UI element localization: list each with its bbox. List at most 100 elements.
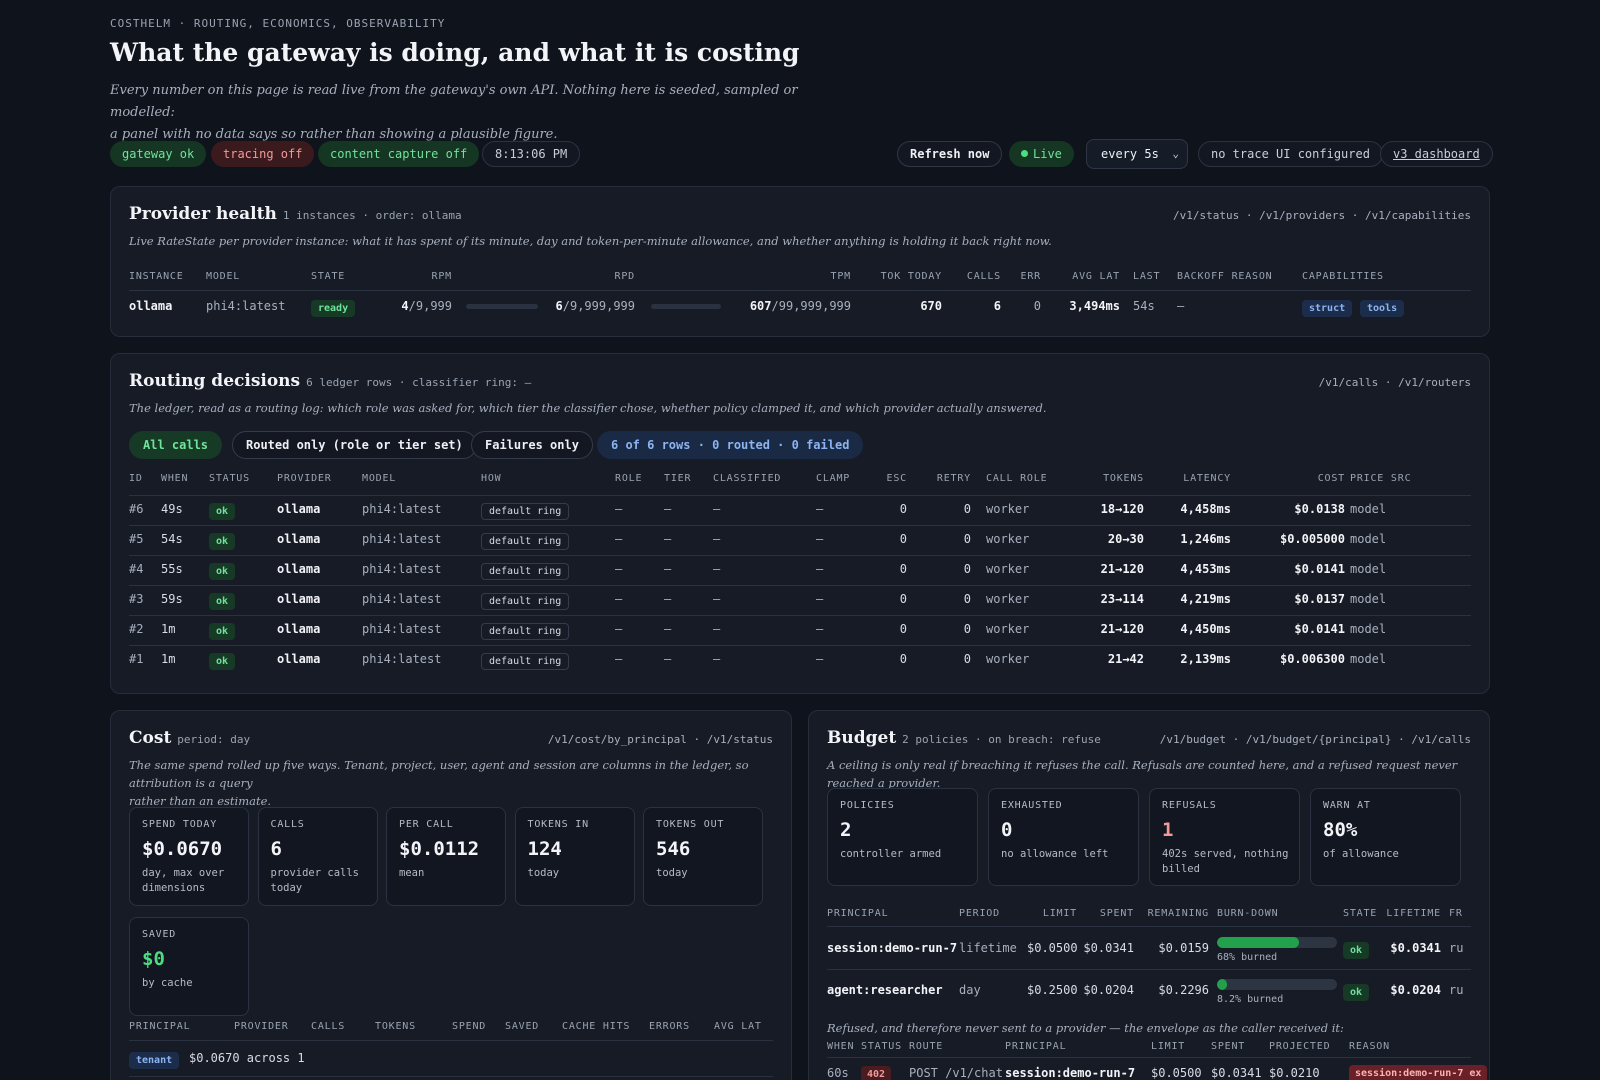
price-src-cell: model (1350, 562, 1387, 576)
clamp-cell: — (816, 592, 824, 606)
column-header: LAST (1133, 271, 1161, 282)
latency-cell: 2,139ms (1180, 652, 1231, 666)
provider-cell: ollama (277, 562, 321, 576)
rpm-limit: /9,999 (408, 299, 452, 313)
column-header: CLASSIFIED (713, 473, 782, 484)
stat-card: EXHAUSTED 0 no allowance left (988, 788, 1139, 886)
provider-cell: ollama (277, 592, 321, 606)
routing-title: Routing decisions (129, 371, 301, 391)
interval-value: every 5s (1101, 147, 1159, 161)
description-line: The same spend rolled up five ways. Tena… (129, 758, 749, 790)
column-header: MODEL (206, 271, 241, 282)
tier-cell: — (664, 502, 672, 516)
column-header: CLAMP (816, 473, 851, 484)
classified-cell: — (713, 592, 721, 606)
column-header: STATE (311, 271, 346, 282)
table-row[interactable]: #2 1m ok ollama phi4:latest default ring — — — — 0… (111, 616, 1491, 646)
role-cell: — (615, 502, 623, 516)
period-cell: day (959, 983, 981, 997)
table-row[interactable]: 60s 402 POST /v1/chat session:demo-run-7 $0.… (809, 1063, 1489, 1080)
card-title: Cost period: day (129, 728, 250, 748)
v3-dashboard-link[interactable]: v3 dashboard (1380, 141, 1493, 167)
refresh-button[interactable]: Refresh now (897, 141, 1003, 167)
table-row[interactable]: #3 59s ok ollama phi4:latest default ring — — — —… (111, 586, 1491, 616)
spent-cell: $0.0204 (1083, 983, 1134, 997)
stat-note: mean (399, 867, 425, 879)
call-role-cell: worker (986, 562, 1030, 576)
table-row[interactable]: #6 49s ok ollama phi4:latest default ring — — — —… (111, 496, 1491, 526)
spent-cell: $0.0341 (1211, 1066, 1262, 1080)
latency-cell: 4,453ms (1180, 562, 1231, 576)
filter-all-calls[interactable]: All calls (129, 431, 223, 459)
column-header: ESC (886, 473, 907, 484)
cost-cell: $0.006300 (1279, 652, 1345, 666)
stat-card: POLICIES 2 controller armed (827, 788, 978, 886)
column-header: MODEL (362, 473, 397, 484)
live-dot-icon (1021, 150, 1028, 157)
card-subtitle: 2 policies · on breach: refuse (902, 733, 1101, 746)
cost-cell: $0.0137 (1294, 592, 1345, 606)
limit-cell: $0.0500 (1027, 941, 1078, 955)
table-row[interactable]: agent:researcher day $0.2500 $0.0204 $0.2296… (809, 971, 1489, 1013)
principal-cell: agent:researcher (827, 983, 943, 997)
gateway-status-badge: gateway ok (110, 141, 207, 167)
filter-routed-only[interactable]: Routed only (role or tier set) (232, 431, 477, 459)
column-header: INSTANCE (129, 271, 184, 282)
table-row[interactable]: #4 55s ok ollama phi4:latest default ring — — — —… (111, 556, 1491, 586)
routing-summary-badge: 6 of 6 rows · 0 routed · 0 failed (597, 431, 864, 459)
chevron-down-icon: ⌄ (1172, 147, 1179, 160)
rpd-bar (651, 304, 721, 309)
column-header: AVG LAT (714, 1021, 762, 1032)
filter-failures-only[interactable]: Failures only (471, 431, 593, 459)
stat-label: PER CALL (399, 819, 454, 830)
stat-note: provider calls today (270, 867, 360, 894)
when-cell: 60s (827, 1066, 849, 1080)
column-header: SPENT (1211, 1041, 1246, 1052)
table-row[interactable]: #1 1m ok ollama phi4:latest default ring — — — — 0… (111, 646, 1491, 676)
column-header: PRICE SRC (1350, 473, 1412, 484)
column-header: WHEN (827, 1041, 855, 1052)
card-title: Provider health 1 instances · order: olla… (129, 204, 462, 224)
when-cell: 59s (161, 592, 183, 606)
burn-down-fill (1217, 937, 1299, 948)
fr-cell: ru (1449, 941, 1464, 955)
column-header: TOK TODAY (880, 271, 942, 282)
limit-cell: $0.2500 (1027, 983, 1078, 997)
refresh-interval-select[interactable]: every 5s ⌄ (1086, 139, 1188, 169)
instance-cell: ollama (129, 299, 173, 313)
when-cell: 1m (161, 652, 176, 666)
table-row[interactable]: session:demo-run-7 lifetime $0.0500 $0.0341… (809, 929, 1489, 971)
tpm-cell: 607/99,999,999 (711, 299, 851, 313)
stat-value: $0.0670 (142, 838, 223, 860)
group-summary: $0.0670 across 1 (189, 1051, 305, 1065)
column-header: TIER (664, 473, 692, 484)
live-toggle[interactable]: Live (1009, 141, 1074, 167)
classified-cell: — (713, 502, 721, 516)
filter-bar: All calls Routed only (role or tier set)… (129, 431, 1429, 459)
route-cell: POST /v1/chat (909, 1066, 1003, 1080)
burn-down-fill (1217, 979, 1227, 990)
page-title: What the gateway is doing, and what it i… (110, 38, 800, 67)
id-cell: #5 (129, 532, 144, 546)
model-cell: phi4:latest (362, 562, 442, 576)
call-role-cell: worker (986, 502, 1030, 516)
clamp-cell: — (816, 502, 824, 516)
status-badge: 402 (861, 1066, 892, 1080)
retry-cell: 0 (963, 532, 971, 546)
status-badge: ok (209, 533, 236, 550)
status-badge: ok (209, 653, 236, 670)
retry-cell: 0 (963, 562, 971, 576)
table-row[interactable]: #5 54s ok ollama phi4:latest default ring — — — —… (111, 526, 1491, 556)
column-header: ID (129, 473, 143, 484)
stat-card: SAVED $0 by cache (129, 917, 249, 1016)
divider (129, 290, 1471, 291)
stat-card: REFUSALS 1 402s served, nothing billed (1149, 788, 1300, 886)
stat-note: today (656, 867, 688, 879)
price-src-cell: model (1350, 652, 1387, 666)
trace-ui-badge: no trace UI configured (1198, 141, 1383, 167)
column-header: PROJECTED (1269, 1041, 1331, 1052)
role-cell: — (615, 622, 623, 636)
clamp-cell: — (816, 622, 824, 636)
stat-label: SAVED (142, 929, 177, 940)
stat-card: TOKENS IN 124 today (514, 807, 635, 906)
